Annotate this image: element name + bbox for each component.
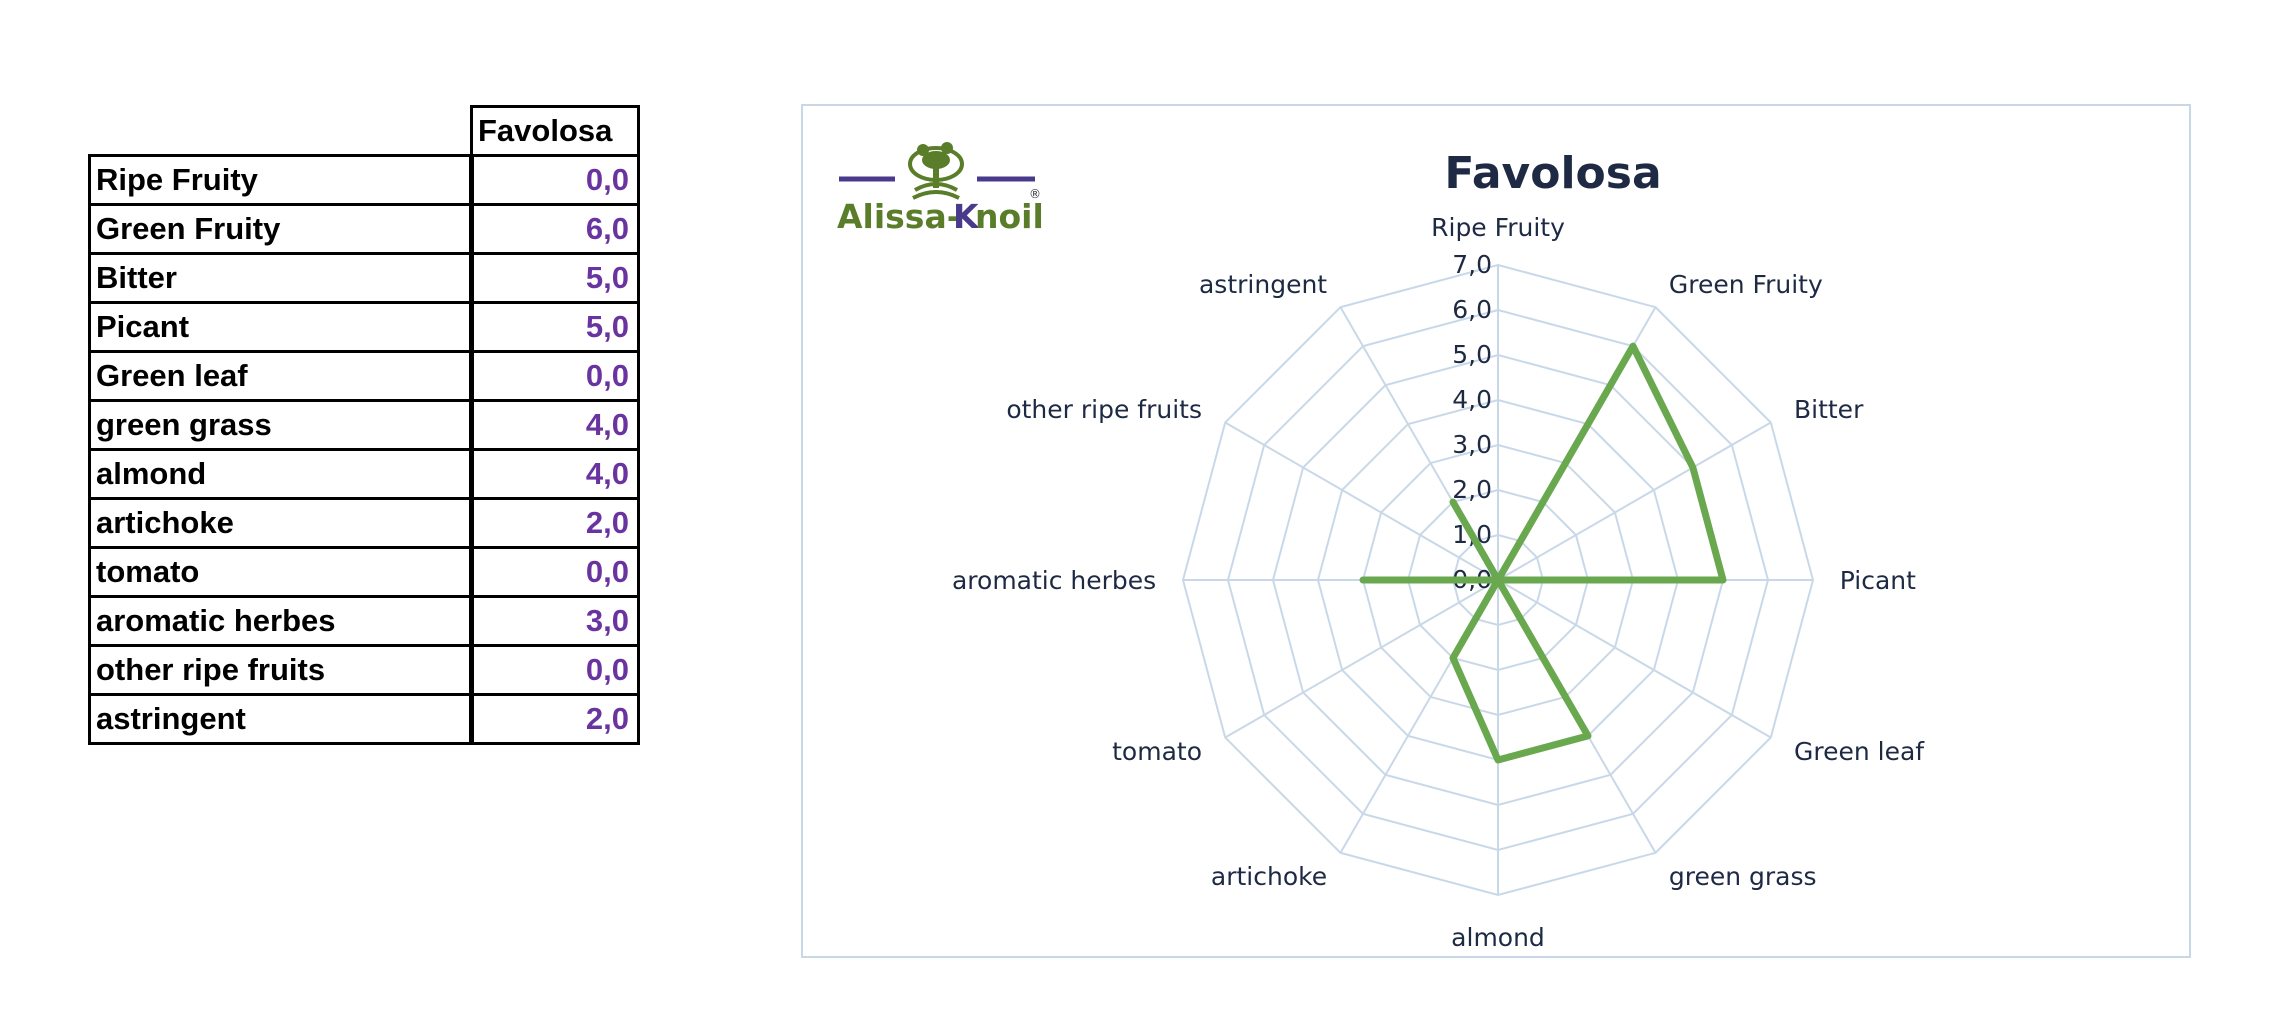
row-label-cell[interactable]: other ripe fruits [88, 644, 473, 696]
axis-label: aromatic herbes [952, 566, 1156, 595]
table-corner-cell [90, 107, 472, 156]
table-row: almond 4,0 [88, 448, 640, 500]
row-label-cell[interactable]: almond [88, 448, 473, 500]
tick-label: 7,0 [1452, 250, 1492, 279]
table-row: astringent 2,0 [88, 693, 640, 745]
row-value-cell[interactable]: 5,0 [469, 301, 640, 353]
axis-label: Green Fruity [1669, 270, 1823, 299]
series-layer [1359, 342, 1727, 764]
table-row: tomato 0,0 [88, 546, 640, 598]
table-row: other ripe fruits 0,0 [88, 644, 640, 696]
axis-label: artichoke [1211, 862, 1327, 891]
axis-label: other ripe fruits [1006, 395, 1202, 424]
row-value-cell[interactable]: 4,0 [469, 448, 640, 500]
table-row: Ripe Fruity 0,0 [88, 154, 640, 206]
row-value-cell[interactable]: 0,0 [469, 350, 640, 402]
grid-spoke [1224, 421, 1499, 581]
column-header[interactable]: Favolosa [470, 105, 640, 156]
row-value-cell[interactable]: 0,0 [469, 546, 640, 598]
row-label-cell[interactable]: Green leaf [88, 350, 473, 402]
grid-spoke [1224, 579, 1499, 739]
series-line [1359, 342, 1727, 764]
table-row: Picant 5,0 [88, 301, 640, 353]
axis-label: tomato [1112, 737, 1202, 766]
radar-chart: Favolosa Ripe Fruity Green Fruity Bitter Pi… [952, 148, 1925, 952]
grid-spoke [1497, 421, 1772, 581]
axis-label: Green leaf [1794, 737, 1925, 766]
table-row: Green leaf 0,0 [88, 350, 640, 402]
axis-labels: Ripe Fruity Green Fruity Bitter Picant Green… [952, 213, 1925, 952]
row-value-cell[interactable]: 5,0 [469, 252, 640, 304]
tick-label: 2,0 [1452, 475, 1492, 504]
tick-label: 5,0 [1452, 340, 1492, 369]
row-value-cell[interactable]: 4,0 [469, 399, 640, 451]
table-row: Green Fruity 6,0 [88, 203, 640, 255]
registered-mark: ® [1029, 187, 1041, 201]
row-label-cell[interactable]: Picant [88, 301, 473, 353]
chart-title: Favolosa [1444, 148, 1661, 199]
row-value-cell[interactable]: 6,0 [469, 203, 640, 255]
row-label-cell[interactable]: artichoke [88, 497, 473, 549]
table-row: artichoke 2,0 [88, 497, 640, 549]
axis-label: astringent [1199, 270, 1327, 299]
olive-tree-icon [908, 142, 964, 200]
logo-text-k: K [953, 197, 980, 236]
table-row: green grass 4,0 [88, 399, 640, 451]
row-label-cell[interactable]: astringent [88, 693, 473, 745]
axis-label: almond [1451, 923, 1545, 952]
axis-label: Ripe Fruity [1431, 213, 1565, 242]
row-value-cell[interactable]: 0,0 [469, 154, 640, 206]
grid-spoke [1497, 579, 1772, 739]
row-value-cell[interactable]: 2,0 [469, 497, 640, 549]
row-label-cell[interactable]: Green Fruity [88, 203, 473, 255]
row-value-cell[interactable]: 3,0 [469, 595, 640, 647]
tick-label: 4,0 [1452, 385, 1492, 414]
axis-label: green grass [1669, 862, 1817, 891]
row-label-cell[interactable]: tomato [88, 546, 473, 598]
tick-label: 6,0 [1452, 295, 1492, 324]
logo: Alissa- K noil ® [837, 142, 1044, 236]
logo-text-right: noil [975, 197, 1044, 236]
row-value-cell[interactable]: 2,0 [469, 693, 640, 745]
tick-label: 3,0 [1452, 430, 1492, 459]
row-label-cell[interactable]: Bitter [88, 252, 473, 304]
table-row: aromatic herbes 3,0 [88, 595, 640, 647]
row-label-cell[interactable]: Ripe Fruity [88, 154, 473, 206]
axis-label: Bitter [1794, 395, 1864, 424]
radial-tick-labels: 0,01,02,03,04,05,06,07,0 [1452, 250, 1492, 594]
data-table: Favolosa Ripe Fruity 0,0 Green Fruity 6,0 Bi… [88, 105, 640, 745]
chart-panel[interactable]: Alissa- K noil ® Favolosa Ripe Fruity Gre… [801, 104, 2191, 958]
table-row: Bitter 5,0 [88, 252, 640, 304]
row-label-cell[interactable]: aromatic herbes [88, 595, 473, 647]
axis-label: Picant [1840, 566, 1916, 595]
table-header-row: Favolosa [90, 105, 640, 156]
logo-text-left: Alissa- [837, 197, 960, 236]
row-value-cell[interactable]: 0,0 [469, 644, 640, 696]
row-label-cell[interactable]: green grass [88, 399, 473, 451]
